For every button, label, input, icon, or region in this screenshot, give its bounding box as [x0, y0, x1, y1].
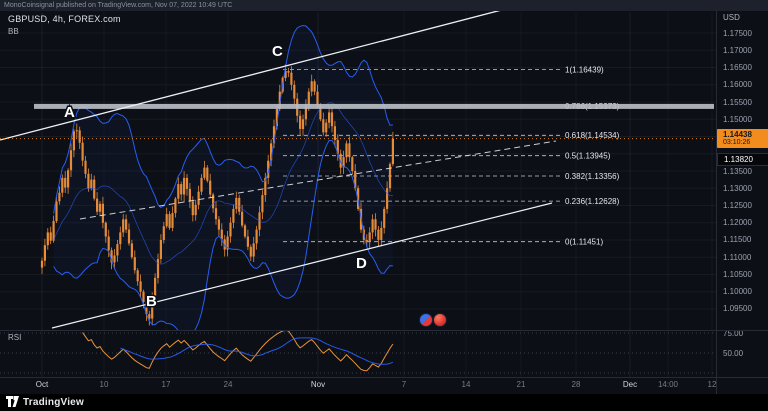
svg-text:0.236(1.12628): 0.236(1.12628): [565, 197, 620, 206]
trend-channel-lines: [0, 0, 557, 329]
last-price-countdown-badge: 1.14438 03:10:26: [717, 129, 768, 149]
highlight-band-0786: [34, 103, 714, 109]
time-axis-tick: 12: [707, 380, 717, 389]
footer-bar: TradingView: [0, 394, 768, 411]
bar-countdown: 03:10:26: [723, 139, 751, 147]
price-axis-label: 1.12500: [723, 200, 752, 210]
time-axis-tick: 14: [461, 380, 471, 389]
price-axis-label: 1.17000: [723, 45, 752, 55]
time-axis-tick: 21: [516, 380, 526, 389]
rsi-indicator-label[interactable]: RSI: [8, 333, 22, 342]
swing-point-labels: A B C D: [63, 42, 369, 312]
price-axis-label: 1.12000: [723, 218, 752, 228]
time-axis-tick: Oct: [35, 380, 49, 389]
price-axis-label: 1.15500: [723, 97, 752, 107]
grid-lines: [0, 12, 716, 377]
bollinger-bands: [53, 24, 393, 330]
police-light-emoji-red: [433, 313, 447, 327]
police-light-emoji-blue: [419, 313, 433, 327]
price-axis-label: 1.13000: [723, 183, 752, 193]
svg-text:0.5(1.13945): 0.5(1.13945): [565, 152, 611, 161]
rsi-axis-label: 75.00: [723, 328, 744, 338]
time-axis-tick: 14:00: [657, 380, 679, 389]
svg-text:0(1.11451): 0(1.11451): [565, 238, 603, 247]
svg-text:C: C: [272, 43, 283, 60]
price-axis-label: 1.13500: [723, 166, 752, 176]
rsi-axis-label: 50.00: [723, 348, 744, 358]
time-axis-tick: 10: [99, 380, 109, 389]
time-axis-tick: 7: [401, 380, 407, 389]
publisher-bar: MonoCoinsignal published on TradingView.…: [0, 0, 768, 11]
indicator-bb-label[interactable]: BB: [8, 27, 19, 36]
time-axis-tick: Dec: [622, 380, 638, 389]
symbol-title[interactable]: GBPUSD, 4h, FOREX.com: [8, 14, 121, 24]
price-axis-label: 1.10500: [723, 269, 752, 279]
svg-text:0.618(1.14534): 0.618(1.14534): [565, 131, 620, 140]
last-price-value: 1.14438: [723, 130, 752, 140]
svg-text:B: B: [146, 293, 157, 310]
price-level-badge: 1.13820: [717, 153, 768, 167]
price-axis-label: 1.16000: [723, 80, 752, 90]
time-axis-tick: Nov: [310, 380, 326, 389]
svg-text:D: D: [356, 255, 367, 272]
currency-label: USD: [723, 13, 740, 22]
rsi-pane: [0, 331, 716, 374]
tradingview-logo-icon[interactable]: [6, 394, 19, 411]
price-axis-label: 1.11500: [723, 235, 752, 245]
chart-legend: GBPUSD, 4h, FOREX.com BB: [8, 14, 121, 36]
svg-text:1(1.16439): 1(1.16439): [565, 65, 604, 74]
time-axis-tick: 17: [161, 380, 171, 389]
price-axis-label: 1.09500: [723, 304, 752, 314]
time-axis-tick: 24: [223, 380, 233, 389]
time-axis[interactable]: Oct 10 17 24 Nov 7 14 21 28 Dec 14:00 12: [0, 378, 768, 394]
price-axis-label: 1.10000: [723, 287, 752, 297]
pane-divider[interactable]: [0, 330, 768, 331]
svg-text:A: A: [64, 104, 75, 121]
publisher-text: MonoCoinsignal published on TradingView.…: [4, 2, 233, 9]
price-axis-label: 1.17500: [723, 28, 752, 38]
price-axis-label: 1.16500: [723, 63, 752, 73]
time-axis-tick: 28: [571, 380, 581, 389]
price-axis-label: 1.11000: [723, 252, 752, 262]
price-axis[interactable]: USD 1.14438 03:10:26 1.13820 1.17500 1.17…: [716, 0, 768, 394]
svg-text:0.382(1.13356): 0.382(1.13356): [565, 172, 620, 181]
price-axis-label: 1.15000: [723, 114, 752, 124]
tradingview-brand[interactable]: TradingView: [23, 397, 84, 408]
time-axis-divider: [0, 377, 768, 378]
